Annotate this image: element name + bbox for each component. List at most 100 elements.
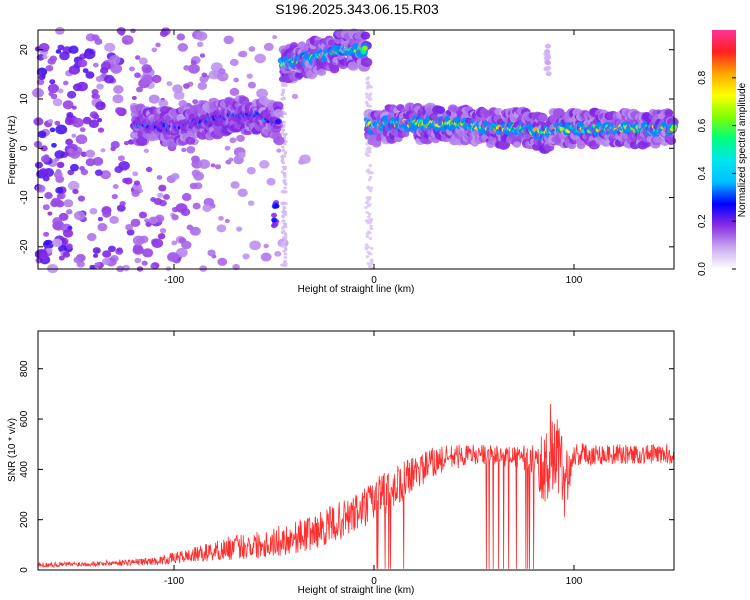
spectrogram-cell bbox=[66, 90, 77, 99]
spectrogram-cell bbox=[151, 238, 164, 249]
spectrogram-cell bbox=[51, 142, 57, 148]
snr-series-line bbox=[38, 403, 674, 569]
spectrogram-cell bbox=[76, 81, 88, 92]
spectrogram-cell bbox=[68, 119, 74, 124]
spectrogram-x-label: Height of straight line (km) bbox=[298, 284, 415, 295]
spectrogram-cell bbox=[97, 127, 105, 133]
spectrogram-cell bbox=[49, 127, 56, 133]
spectrogram-cell bbox=[117, 155, 125, 162]
spectrogram-cell bbox=[190, 226, 201, 236]
spectrogram-cell bbox=[158, 184, 167, 192]
snr-y-tick-label: 400 bbox=[19, 461, 30, 478]
spectrogram-cell bbox=[366, 215, 371, 219]
spectrogram-cell bbox=[369, 224, 373, 228]
spectrogram-cell bbox=[102, 250, 112, 258]
spectrogram-cell bbox=[172, 84, 183, 94]
spectrogram-cell bbox=[121, 35, 134, 45]
snr-x-tick-label: 100 bbox=[566, 576, 583, 587]
spectrogram-cell bbox=[281, 219, 286, 223]
spectrogram-y-tick-label: -10 bbox=[19, 190, 30, 205]
spectrogram-cell bbox=[280, 190, 285, 194]
spectrogram-cell bbox=[272, 35, 278, 40]
spectrogram-cell bbox=[85, 71, 95, 79]
colorbar-tick-label: 0.0 bbox=[697, 262, 708, 276]
spectrogram-cell bbox=[283, 142, 287, 146]
spectrogram-cell bbox=[282, 154, 287, 158]
spectrogram-cell bbox=[52, 98, 63, 107]
spectrogram-cell bbox=[113, 85, 124, 94]
spectrogram-cell bbox=[155, 42, 161, 48]
spectrogram-cell bbox=[139, 235, 149, 244]
spectrogram-cell bbox=[171, 240, 178, 246]
spectrogram-cell bbox=[100, 67, 109, 74]
spectrogram-cell bbox=[249, 240, 261, 251]
spectrogram-cell bbox=[40, 252, 49, 260]
colorbar-gradient bbox=[712, 30, 736, 269]
colorbar-tick-label: 0.8 bbox=[697, 70, 708, 84]
spectrogram-cell bbox=[178, 99, 188, 108]
spectrogram-cell bbox=[368, 189, 373, 193]
colorbar-tick-label: 0.6 bbox=[697, 118, 708, 132]
spectrogram-cell bbox=[576, 141, 586, 150]
spectrogram-cell bbox=[242, 253, 250, 260]
spectrogram-cell bbox=[364, 243, 369, 247]
spectrogram-cell bbox=[61, 223, 67, 228]
spectrogram-cell bbox=[273, 136, 285, 146]
spectrogram-cell bbox=[247, 200, 255, 206]
spectrogram-cell bbox=[130, 218, 141, 227]
spectrogram-cell bbox=[177, 43, 189, 52]
snr-y-label: SNR (10 * v/v) bbox=[7, 418, 18, 482]
spectrogram-cell bbox=[66, 112, 74, 118]
spectrogram-cell bbox=[192, 99, 199, 105]
spectrogram-cell bbox=[280, 157, 285, 161]
spectrogram-cell bbox=[112, 184, 119, 190]
spectrogram-cell bbox=[367, 265, 372, 269]
spectrogram-cell bbox=[69, 163, 79, 172]
spectrogram-cell bbox=[171, 214, 179, 221]
spectrogram-cell bbox=[283, 232, 288, 236]
spectrogram-cell bbox=[202, 204, 212, 213]
spectrogram-cell bbox=[283, 247, 288, 251]
spectrogram-cell bbox=[207, 249, 216, 257]
snr-x-tick-label: -100 bbox=[164, 576, 184, 587]
spectrogram-cell bbox=[45, 64, 54, 72]
spectrogram-cell bbox=[62, 228, 74, 238]
spectrogram-y-label: Frequency (Hz) bbox=[7, 116, 18, 185]
spectrogram-cell bbox=[134, 257, 142, 264]
spectrogram-cell bbox=[141, 74, 154, 85]
spectrogram-cell bbox=[217, 257, 228, 266]
spectrogram-cell bbox=[94, 93, 101, 99]
snr-frame bbox=[37, 330, 675, 571]
spectrogram-cell bbox=[47, 211, 53, 216]
spectrogram-cell bbox=[95, 101, 106, 111]
spectrogram-cell bbox=[216, 224, 227, 233]
spectrogram-cell bbox=[62, 100, 74, 110]
spectrogram-cell bbox=[254, 53, 267, 64]
spectrogram-cell bbox=[347, 61, 359, 71]
spectrogram-cell bbox=[236, 134, 245, 142]
spectrogram-cell bbox=[283, 222, 288, 226]
spectrogram-cell bbox=[186, 146, 196, 154]
spectrogram-cell bbox=[94, 169, 103, 176]
spectrogram-cell bbox=[55, 124, 68, 135]
spectrogram-cell bbox=[283, 252, 288, 256]
spectrogram-cell bbox=[281, 148, 286, 152]
spectrogram-cell bbox=[364, 219, 369, 223]
spectrogram-cell bbox=[368, 175, 373, 179]
spectrogram-cell bbox=[282, 249, 286, 253]
spectrogram-cell bbox=[52, 238, 63, 248]
spectrogram-cell bbox=[282, 179, 286, 183]
spectrogram-cell bbox=[294, 71, 304, 79]
spectrogram-cell bbox=[365, 255, 370, 259]
spectrogram-cell bbox=[43, 231, 50, 237]
spectrogram-cell bbox=[123, 140, 129, 146]
spectrogram-cell bbox=[229, 58, 239, 67]
spectrogram-cell bbox=[543, 66, 550, 72]
spectrogram-cell bbox=[263, 42, 274, 52]
spectrogram-cell bbox=[82, 116, 92, 125]
spectrogram-cell bbox=[159, 30, 168, 38]
spectrogram-cell bbox=[368, 218, 372, 222]
spectrogram-cell bbox=[71, 105, 77, 110]
spectrogram-cell bbox=[435, 106, 446, 114]
